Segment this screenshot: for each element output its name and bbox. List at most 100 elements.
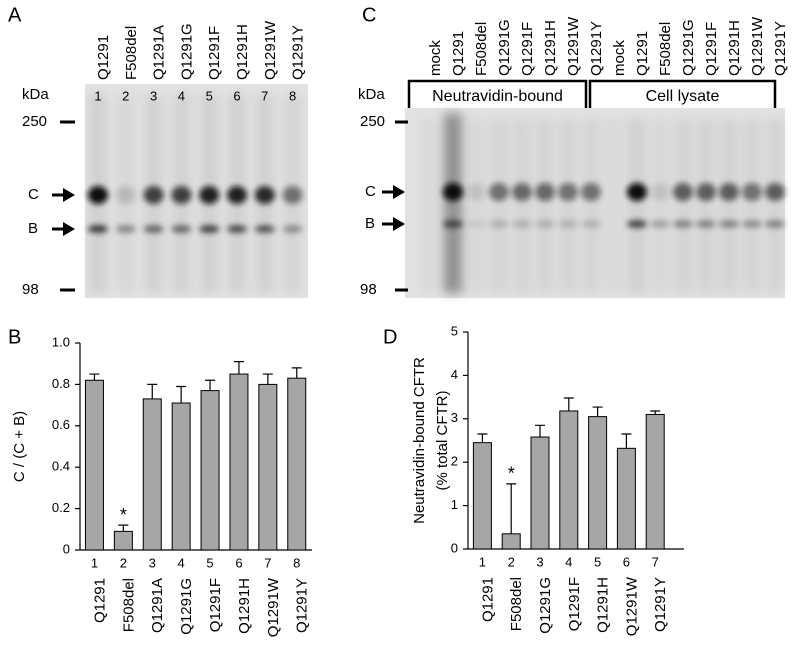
lane-number: 3	[536, 554, 543, 569]
lane-smear	[467, 118, 485, 293]
error-bar	[291, 367, 302, 379]
band-b	[443, 220, 463, 228]
group-label: Cell lysate	[646, 88, 720, 105]
error-bar	[650, 410, 661, 415]
band-label: C	[28, 186, 39, 203]
lane-label: Q1291	[95, 35, 112, 80]
lane-label: Q1291Y	[290, 25, 307, 80]
error-bar	[147, 383, 158, 399]
band-b	[115, 225, 136, 233]
y-tick-label: 3	[451, 410, 458, 425]
lane-number: 5	[206, 555, 213, 570]
band-c	[227, 186, 247, 204]
lane-number: 3	[150, 88, 157, 103]
band-c	[512, 183, 532, 201]
band-b	[696, 220, 716, 228]
lane-smear	[697, 118, 715, 293]
lane-smear	[536, 118, 554, 293]
y-tick-label: 0.4	[52, 459, 70, 474]
band-b	[673, 220, 693, 228]
band-c	[115, 186, 136, 204]
lane-number: 4	[565, 554, 572, 569]
lane-label: Q1291F	[206, 26, 223, 80]
band-b	[558, 220, 578, 228]
x-tick-label: Q1291W	[265, 577, 282, 637]
bar	[171, 402, 191, 551]
band-c	[650, 183, 670, 201]
band-b	[627, 220, 647, 228]
lane-number: 4	[178, 555, 185, 570]
band-c	[254, 186, 275, 204]
y-axis-label: C / (C + B)	[11, 411, 28, 482]
y-tick-label: 0.2	[52, 500, 70, 515]
panel-label: A	[8, 4, 22, 26]
lane-label: Q1291W	[565, 16, 582, 76]
lane-smear	[651, 118, 669, 293]
lane-label: Q1291H	[726, 20, 743, 76]
lane-number: 8	[289, 88, 296, 103]
x-tick-label: Q1291W	[623, 576, 640, 636]
y-tick-label: 5	[451, 323, 458, 338]
y-tick-label: 0.8	[52, 376, 70, 391]
arrow-head	[63, 188, 75, 202]
lane-number: 7	[264, 555, 271, 570]
x-tick-label: F508del	[120, 578, 137, 632]
lane-number: 4	[178, 88, 185, 103]
marker-label: 250	[22, 113, 47, 130]
lane-number: 7	[652, 554, 659, 569]
bar	[472, 442, 492, 550]
lane-label: Q1291A	[151, 25, 168, 80]
band-b	[719, 220, 739, 228]
x-tick-label: Q1291G	[537, 577, 554, 634]
y-tick-label: 0	[63, 541, 70, 556]
x-tick-label: Q1291H	[595, 577, 612, 633]
band-c	[489, 183, 509, 201]
lane-smear	[720, 118, 738, 293]
error-bar	[592, 406, 603, 417]
band-b	[489, 220, 509, 228]
band-c	[443, 183, 463, 201]
band-b	[650, 220, 670, 228]
marker-label: 250	[360, 113, 385, 130]
lane-label: mock	[427, 40, 444, 76]
lane-label: Q1291Y	[588, 21, 605, 76]
lane-label: F508del	[473, 22, 490, 76]
lane-label: Q1291W	[749, 16, 766, 76]
band-c	[282, 186, 303, 204]
lane-label: Q1291G	[680, 19, 697, 76]
band-c	[171, 186, 192, 204]
lane-number: 6	[233, 88, 240, 103]
band-label: B	[365, 215, 375, 232]
bar	[530, 436, 550, 550]
bar	[645, 413, 665, 550]
significance-mark: *	[120, 505, 127, 525]
lane-label: Q1291	[450, 31, 467, 76]
lane-smear	[743, 118, 761, 293]
lane-label: F508del	[657, 22, 674, 76]
lane-number: 6	[623, 554, 630, 569]
bar	[501, 533, 521, 550]
lane-smear	[490, 118, 508, 293]
marker-label: 98	[22, 281, 39, 298]
y-tick-label: 1	[451, 497, 458, 512]
y-tick-label: 0.6	[52, 417, 70, 432]
band-label: B	[28, 220, 38, 237]
lane-smear	[628, 118, 646, 293]
y-tick-label: 1.0	[52, 334, 70, 349]
bar	[559, 410, 579, 550]
lane-label: F508del	[123, 26, 140, 80]
band-c	[143, 186, 164, 204]
band-b	[512, 220, 532, 228]
lane-smear	[444, 113, 462, 293]
x-tick-label: Q1291A	[149, 578, 166, 633]
band-c	[466, 183, 486, 201]
lane-smear	[513, 118, 531, 293]
lane-number: 8	[293, 555, 300, 570]
band-b	[199, 225, 220, 233]
marker-label: 98	[360, 281, 377, 298]
lane-number: 5	[594, 554, 601, 569]
bar	[113, 530, 133, 551]
error-bar	[262, 373, 273, 385]
x-tick-label: F508del	[508, 577, 525, 631]
